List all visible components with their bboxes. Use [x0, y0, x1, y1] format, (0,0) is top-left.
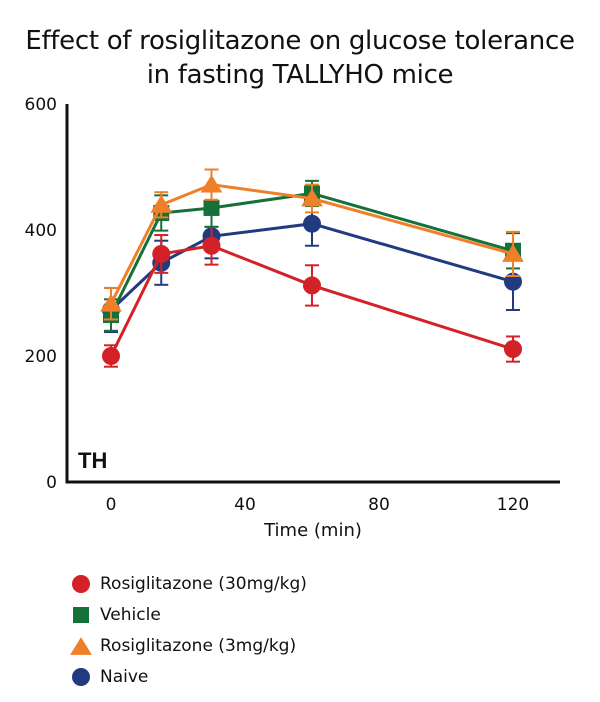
y-tick-label: 600 [25, 95, 57, 115]
data-point [203, 199, 220, 216]
x-tick-label: 80 [368, 495, 390, 515]
data-point [301, 188, 323, 207]
legend-label: Rosiglitazone (30mg/kg) [100, 573, 307, 594]
legend-label: Naive [100, 666, 149, 687]
data-point [502, 244, 524, 262]
series-rosiglitazone-3mg-kg- [100, 168, 524, 321]
legend-marker [72, 574, 90, 593]
x-tick-label: 40 [234, 495, 256, 515]
legend-item: Rosiglitazone (3mg/kg) [70, 630, 307, 661]
data-point [152, 244, 171, 263]
data-point [100, 293, 122, 312]
series-layer [100, 168, 524, 368]
legend-marker [73, 606, 89, 623]
data-point [150, 194, 173, 213]
y-tick-label: 400 [25, 221, 57, 241]
legend-label: Rosiglitazone (3mg/kg) [100, 635, 297, 656]
legend-item: Rosiglitazone (30mg/kg) [70, 568, 307, 599]
x-tick-label: 120 [497, 495, 529, 515]
legend-marker-triangle-icon [70, 636, 92, 655]
chart-title: Effect of rosiglitazone on glucose toler… [0, 24, 600, 92]
legend-label: Vehicle [100, 604, 161, 625]
data-point [504, 340, 522, 359]
data-point [303, 276, 321, 295]
data-point [504, 272, 522, 291]
series-rosiglitazone-30mg-kg- [102, 225, 522, 368]
legend-marker-circle-icon [72, 667, 90, 686]
legend-marker [72, 667, 90, 686]
chart-title-line-1: Effect of rosiglitazone on glucose toler… [25, 26, 575, 56]
data-point [200, 174, 223, 193]
legend-marker [70, 636, 92, 655]
legend-marker-square-icon [73, 606, 89, 623]
legend-item: Naive [70, 661, 307, 692]
data-point [202, 236, 221, 255]
plot-area: 0 200 400 600 0 40 80 120 TH Time (min) [25, 95, 560, 541]
data-point [102, 347, 120, 365]
legend-item: Vehicle [70, 599, 307, 630]
x-axis-label: Time (min) [263, 520, 362, 541]
data-point [303, 214, 321, 233]
legend: Rosiglitazone (30mg/kg) Vehicle Rosiglitaz… [70, 568, 307, 692]
chart-title-line-2: in fasting TALLYHO mice [146, 60, 454, 90]
y-tick-label: 200 [25, 347, 57, 367]
y-tick-label: 0 [46, 473, 57, 493]
panel-label: TH [78, 448, 107, 473]
axes: 0 200 400 600 0 40 80 120 [25, 95, 560, 515]
legend-marker-circle-icon [72, 574, 90, 593]
x-tick-label: 0 [106, 495, 117, 515]
